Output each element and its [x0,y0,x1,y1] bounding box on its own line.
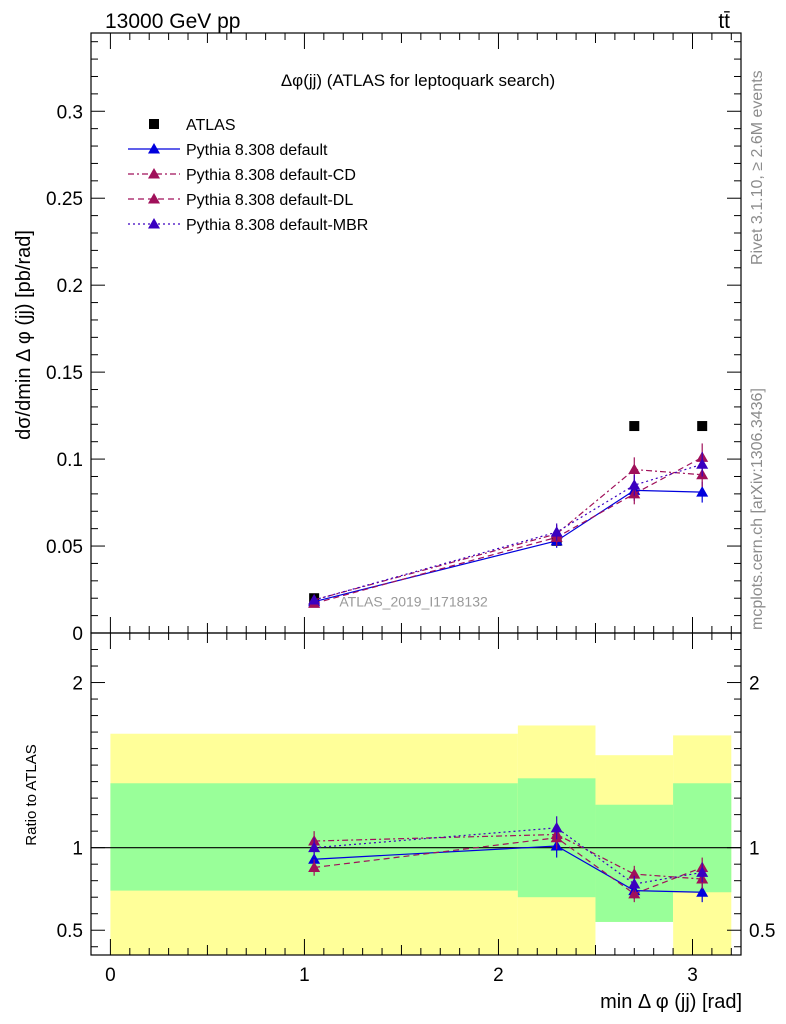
ratio-default-point [696,886,709,897]
axes-layer: 0 0.05 0.1 0.15 0.2 0.25 0.3 0 1 2 3 0.5 0.5 1 1 2 2 [46,32,775,986]
main-y-tick-label: 0 [72,624,83,645]
main-default-series [308,479,709,607]
main-dl-line [313,456,703,605]
ratio-panel [91,725,741,955]
main-y-tick-label: 0.15 [46,363,83,384]
ratio-default-point [308,853,321,864]
main-y-tick-label: 0.1 [57,450,83,471]
header-process-label: tt̄ [718,10,730,33]
atlas-data-point [697,421,708,432]
main-cd-series [308,457,709,605]
x-axis-label: min Δ φ (jj) [rad] [600,991,742,1013]
ratio-y-tick-label-right: 2 [749,674,760,695]
atlas-data-point [629,421,640,432]
main-y-tick-label: 0.3 [57,102,83,123]
x-tick-label: 3 [687,965,698,986]
legend-entry: ATLAS [149,117,236,134]
ratio-mbr-point [628,877,641,889]
ratio-y-axis-label: Ratio to ATLAS [23,744,40,845]
legend-marker [149,119,159,129]
legend-entry: Pythia 8.308 default-CD [128,167,356,184]
main-dl-series [308,443,709,608]
ratio-y-tick-label: 0.5 [57,921,83,942]
legend-label: Pythia 8.308 default-MBR [186,217,368,234]
legend-label: Pythia 8.308 default [186,142,328,159]
ratio-mbr-point [696,866,709,877]
x-tick-label: 0 [105,965,116,986]
ratio-series-layer [308,816,709,903]
legend-marker [148,218,160,229]
chart-title: Δφ(jj) (ATLAS for leptoquark search) [281,71,555,90]
ratio-dl-point [308,861,321,872]
legend-marker [148,168,160,179]
legend-marker [148,143,160,154]
ratio-cd-point [628,868,641,879]
ratio-mbr-point [550,821,563,833]
ratio-y-tick-label-right: 1 [749,839,760,860]
legend-entry: Pythia 8.308 default-DL [128,192,353,209]
legend-label: Pythia 8.308 default-DL [186,192,353,209]
ratio-dl-point [628,887,641,899]
x-tick-label: 2 [493,965,504,986]
ratio-y-tick-label-right: 0.5 [749,921,775,942]
ratio-y-tick-label: 2 [72,674,83,695]
main-y-tick-label: 0.25 [46,189,83,210]
legend-label: Pythia 8.308 default-CD [186,167,356,184]
ratio-mbr-point [308,841,321,853]
main-y-tick-label: 0.05 [46,537,83,558]
main-mbr-series [308,452,709,605]
main-mbr-line [313,463,703,601]
ratio-frame [90,632,742,956]
rivet-version-label: Rivet 3.1.10, ≥ 2.6M events [749,70,766,265]
main-y-tick-label: 0.2 [57,276,83,297]
legend-label: ATLAS [186,117,236,134]
legend-entry: Pythia 8.308 default [128,142,328,159]
legend-marker [148,193,160,204]
main-mbr-point [550,526,563,537]
ratio-inner-band [595,804,674,922]
main-cd-point [628,463,641,475]
ratio-dl-line [314,837,703,895]
header-energy-label: 13000 GeV pp [105,10,240,33]
atlas-data-series [309,421,708,604]
main-mbr-point [628,479,641,490]
main-mbr-point [308,593,321,605]
ratio-mbr-series [308,816,709,893]
legend: ATLAS Pythia 8.308 default Pythia 8.308 de… [128,117,368,234]
main-default-point [696,486,709,497]
ratio-mbr-line [314,827,703,885]
main-series-layer [308,421,709,608]
x-tick-label: 1 [299,965,310,986]
ratio-y-tick-label: 1 [72,839,83,860]
main-mbr-point [696,458,709,469]
legend-entry: Pythia 8.308 default-MBR [128,217,368,234]
analysis-watermark: ATLAS_2019_I1718132 [339,594,488,610]
mcplots-label: mcplots.cern.ch [arXiv:1306.3436] [749,388,766,630]
main-y-axis-label: dσ/dmin Δ φ (jj) [pb/rad] [13,230,35,440]
